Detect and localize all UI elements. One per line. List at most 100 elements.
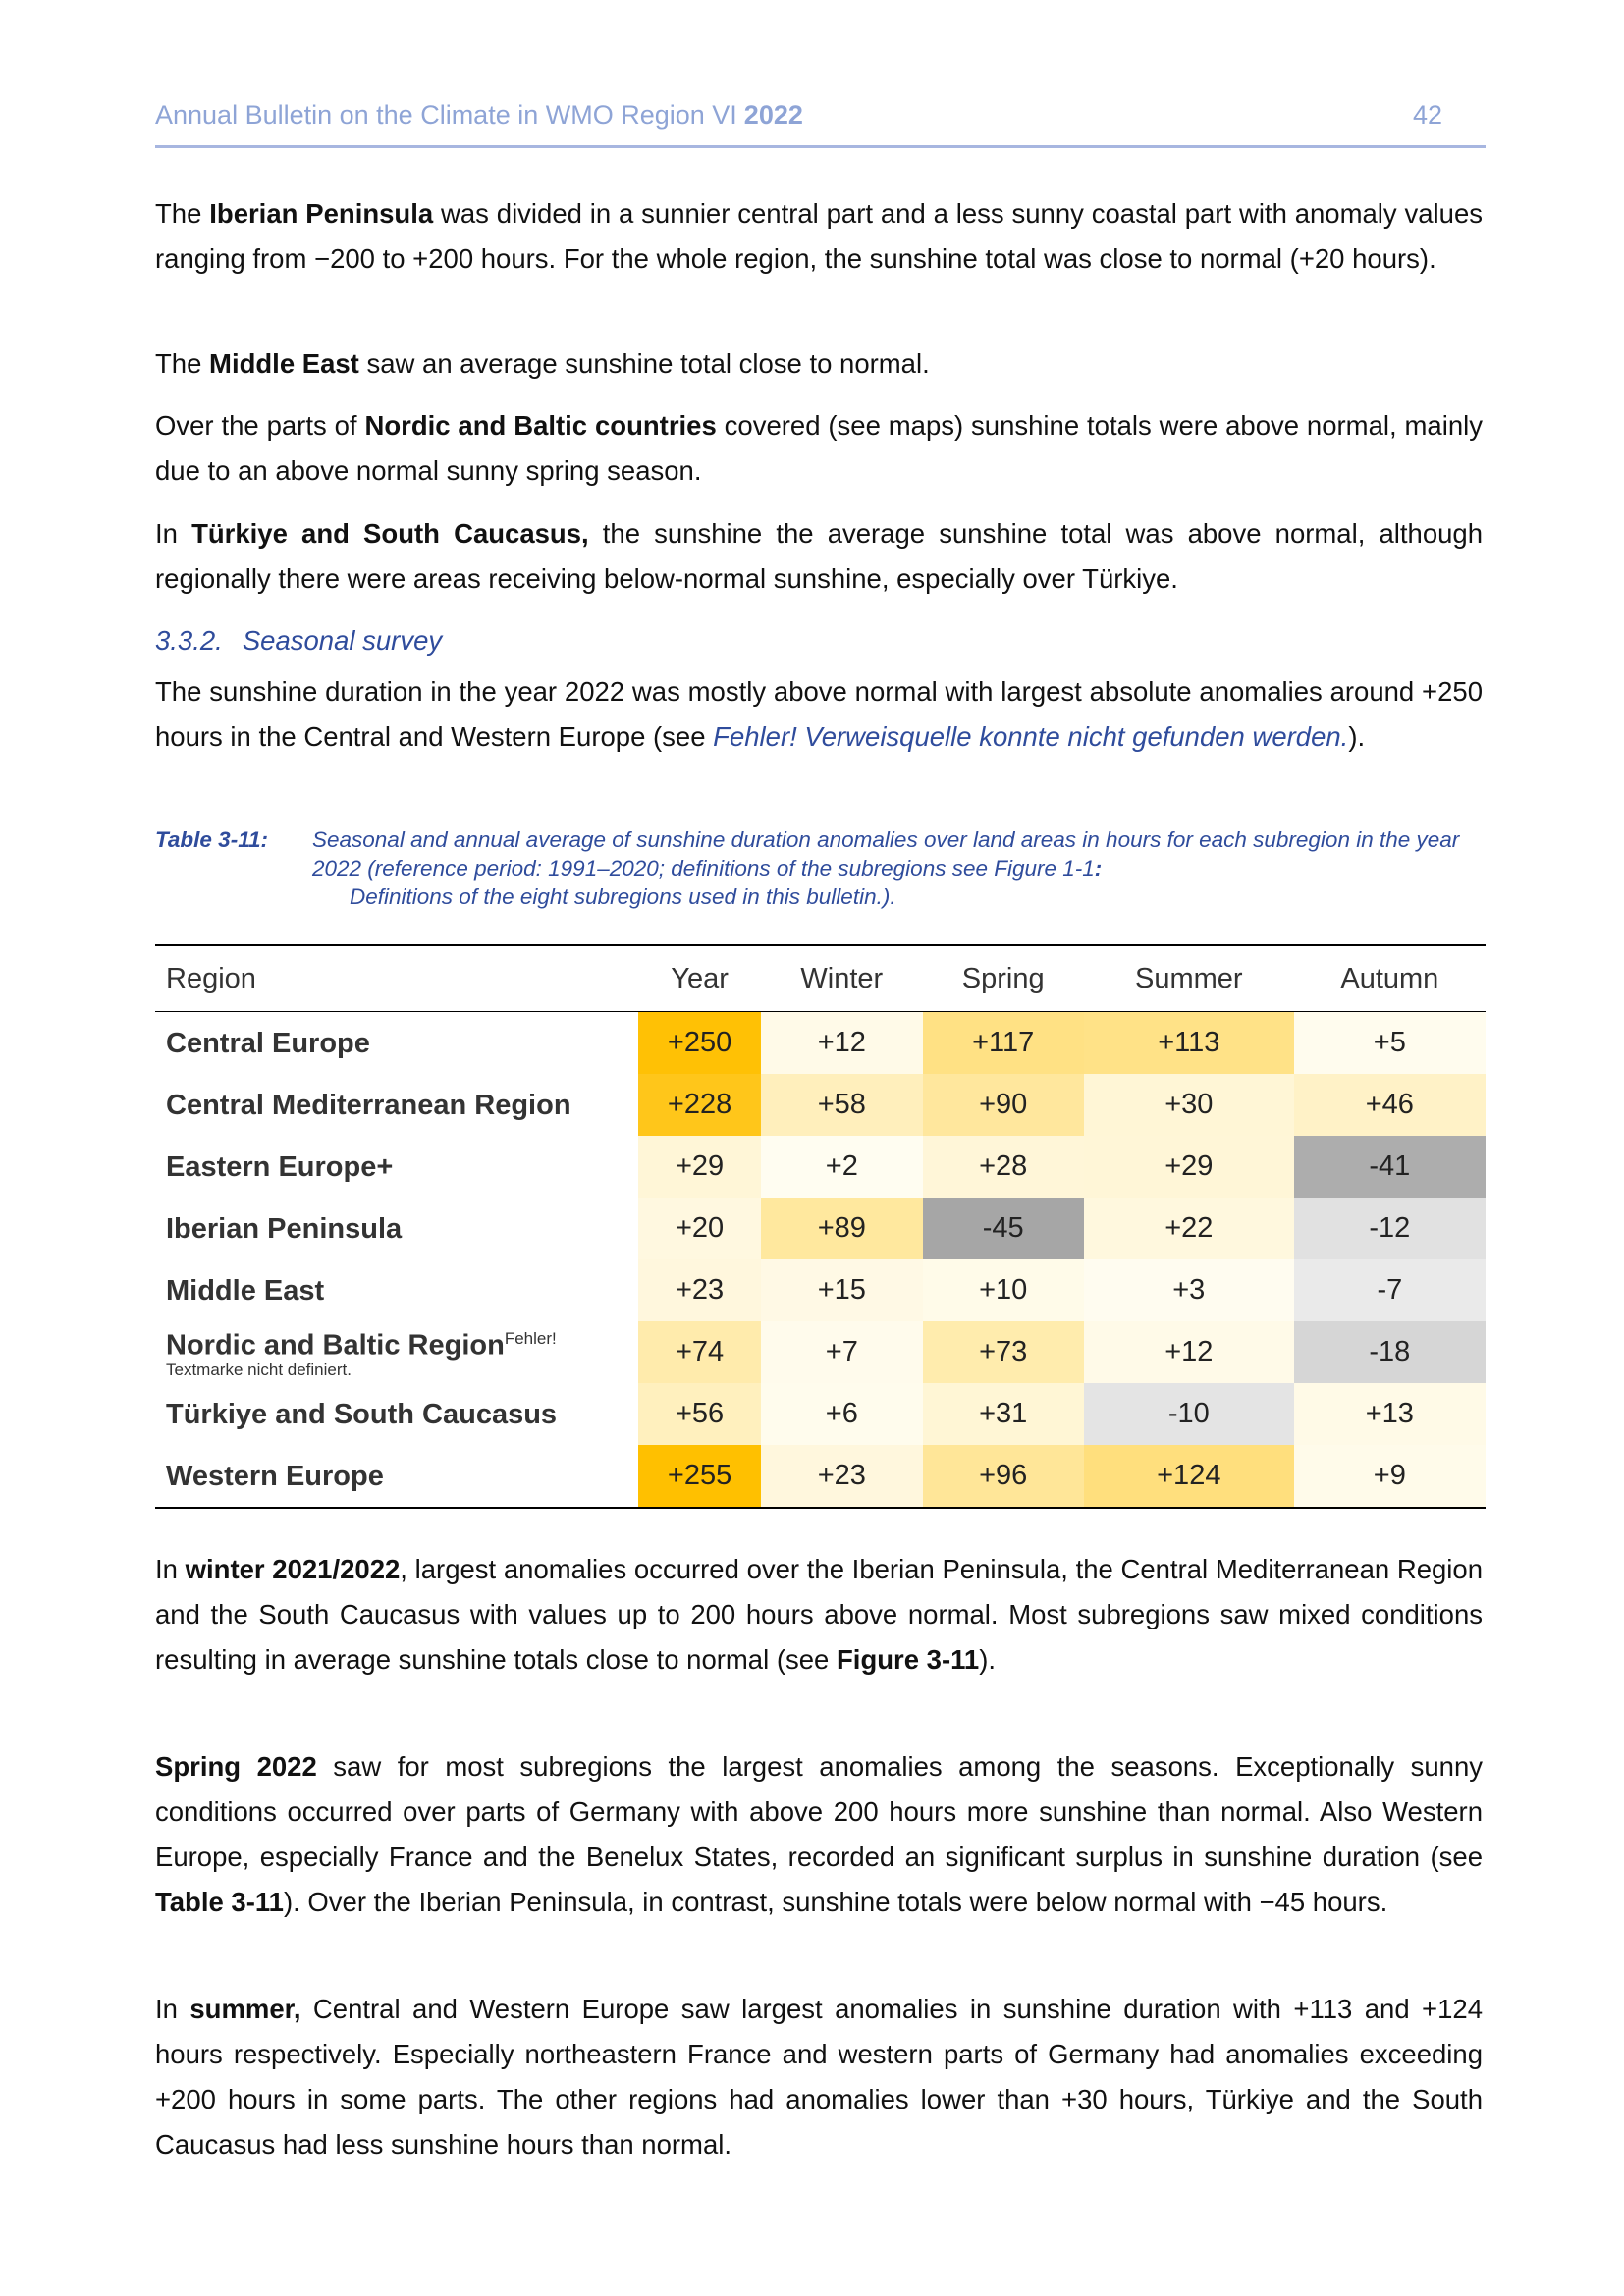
text-run: Definitions of the eight subregions used… [350,884,896,909]
text-run: : [1094,856,1103,881]
text-run: ). [979,1644,997,1675]
caption-label: Table 3-11: [155,828,269,852]
value-cell: +74 [638,1321,762,1383]
region-cell: Western Europe [155,1445,638,1509]
value-cell: +29 [1083,1136,1294,1198]
value-cell: +58 [761,1074,923,1136]
column-header: Spring [922,944,1084,1012]
value-cell: +113 [1083,1011,1294,1074]
value-cell: +96 [922,1445,1084,1509]
caption-text: Seasonal and annual average of sunshine … [312,826,1477,911]
header-year: 2022 [743,100,803,130]
text-run: , largest anomalies occurred over the Ib… [155,1554,1483,1675]
text-run: Spring 2022 [155,1751,317,1782]
column-header: Autumn [1293,944,1486,1012]
value-cell: -45 [922,1198,1084,1259]
table-row: Nordic and Baltic RegionFehler! Textmarke… [155,1321,1486,1383]
value-cell: +13 [1293,1383,1486,1445]
text-run: The sunshine duration in the year 2022 w… [155,676,1483,752]
text-run: Textmarke nicht definiert. [166,1360,352,1379]
paragraph: Spring 2022 saw for most subregions the … [155,1744,1483,1925]
column-header: Region [155,944,638,1012]
text-run: Seasonal and annual average of sunshine … [312,828,1460,881]
column-header: Year [638,944,762,1012]
text-run: Nordic and Baltic Region [166,1329,505,1362]
value-cell: +117 [922,1011,1084,1074]
text-run: winter 2021/2022 [185,1554,401,1584]
running-header: Annual Bulletin on the Climate in WMO Re… [155,96,803,133]
value-cell: +29 [638,1136,762,1198]
text-run: Figure 3-11 [837,1644,980,1675]
table-row: Western Europe +255 +23 +96 +124 +9 [155,1445,1486,1509]
text-run: Middle East [209,348,359,379]
value-cell: +73 [922,1321,1084,1383]
data-table: Region Year Winter Spring Summer Autumn Centra… [155,944,1486,1509]
value-cell: +250 [638,1011,762,1074]
value-cell: +3 [1083,1259,1294,1321]
header-title: Annual Bulletin on the Climate in WMO Re… [155,100,737,130]
text-run: was divided in a sunnier central part an… [155,198,1483,274]
text-run: Fehler! [504,1329,557,1349]
text-run: ). [1348,721,1366,752]
text-run: summer, [189,1994,301,2024]
column-header: Summer [1083,944,1294,1012]
value-cell: +5 [1293,1011,1486,1074]
table-caption: Table 3-11: Seasonal and annual average o… [155,826,1483,911]
text-run: The [155,198,210,229]
section-heading: 3.3.2. Seasonal survey [155,618,442,664]
section-number: 3.3.2. [155,625,223,656]
value-cell: -10 [1083,1383,1294,1445]
paragraph: The Middle East saw an average sunshine … [155,342,1483,387]
text-run: covered (see maps) sunshine totals were … [155,410,1483,486]
text-run: Central and Western Europe saw largest a… [155,1994,1483,2160]
value-cell: +9 [1293,1445,1486,1509]
section-title: Seasonal survey [242,625,443,656]
value-cell: +6 [761,1383,923,1445]
table-row: Türkiye and South Caucasus +56 +6 +31 -10 +13 [155,1383,1486,1445]
region-cell: Middle East [166,1274,325,1307]
value-cell: -41 [1293,1136,1486,1198]
region-cell: Iberian Peninsula [166,1212,403,1245]
value-cell: +46 [1293,1074,1486,1136]
header-rule [155,145,1486,148]
region-cell: Nordic and Baltic RegionFehler! Textmarke… [155,1321,638,1383]
value-cell: +12 [1083,1321,1294,1383]
table-row: Central Europe +250 +12 +117 +113 +5 [155,1011,1486,1074]
value-cell: +15 [761,1259,923,1321]
value-cell: -12 [1293,1198,1486,1259]
table-row: Central Mediterranean Region +228 +58 +90 +3… [155,1074,1486,1136]
value-cell: -18 [1293,1321,1486,1383]
text-run: In [155,1554,186,1584]
value-cell: +7 [761,1321,923,1383]
value-cell: +28 [922,1136,1084,1198]
value-cell: +30 [1083,1074,1294,1136]
value-cell: +2 [761,1136,923,1198]
region-cell: Eastern Europe+ [166,1150,394,1183]
value-cell: +255 [638,1445,762,1509]
region-cell: Central Europe [166,1027,370,1059]
table-row: Iberian Peninsula +20 +89 -45 +22 -12 [155,1198,1486,1259]
paragraph: In Türkiye and South Caucasus, the sunsh… [155,511,1483,602]
paragraph: In summer, Central and Western Europe sa… [155,1987,1483,2167]
value-cell: +23 [638,1259,762,1321]
text-run: Table 3-11 [155,1887,284,1917]
value-cell: +10 [922,1259,1084,1321]
region-cell: Türkiye and South Caucasus [166,1398,558,1430]
text-run: Iberian Peninsula [209,198,434,229]
value-cell: +56 [638,1383,762,1445]
text-run: saw for most subregions the largest anom… [155,1751,1483,1872]
text-run: Nordic and Baltic countries [364,410,717,441]
text-run: In [155,1994,190,2024]
text-run: ). Over the Iberian Peninsula, in contra… [283,1887,1388,1917]
value-cell: -7 [1293,1259,1486,1321]
text-run: saw an average sunshine total close to n… [358,348,930,379]
text-run: In [155,518,192,549]
column-header: Winter [761,944,923,1012]
text-run: the sunshine the average sunshine total … [155,518,1483,594]
table-row: Eastern Europe+ +29 +2 +28 +29 -41 [155,1136,1486,1198]
paragraph: In winter 2021/2022, largest anomalies o… [155,1547,1483,1682]
value-cell: +23 [761,1445,923,1509]
page-number: 42 [1412,100,1442,130]
text-run: Fehler! Verweisquelle konnte nicht gefun… [713,721,1349,752]
table-row: Middle East +23 +15 +10 +3 -7 [155,1259,1486,1321]
